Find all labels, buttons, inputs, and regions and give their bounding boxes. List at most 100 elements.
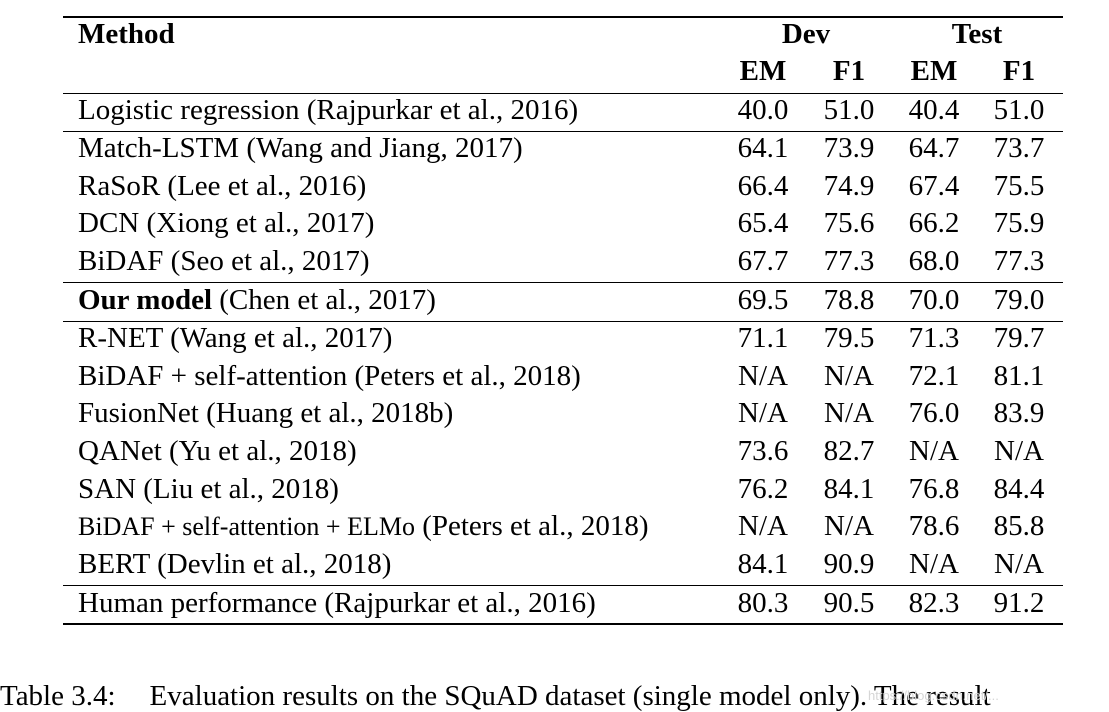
row-2-dev-f1: 74.9 <box>823 170 875 202</box>
row-2-method-text: RaSoR (Lee et al., 2016) <box>78 170 367 202</box>
row-7-method-text: BiDAF + self-attention (Peters et al., 2… <box>78 360 581 392</box>
row-6-method: R-NET (Wang et al., 2017) <box>78 324 392 353</box>
row-8-method: FusionNet (Huang et al., 2018b) <box>78 399 453 428</box>
row-6-dev-f1: 79.5 <box>823 322 875 354</box>
row-4-dev-f1: 77.3 <box>823 245 875 277</box>
row-7-test-em: 72.1 <box>908 360 960 392</box>
top-rule <box>63 16 1063 18</box>
row-12-test-em: N/A <box>909 548 959 580</box>
row-5-dev-em: 69.5 <box>737 284 789 316</box>
row-9-dev-f1: 82.7 <box>823 435 875 467</box>
row-11-method-text: (Peters et al., 2018) <box>414 510 649 542</box>
row-0-dev-em: 40.0 <box>737 94 789 126</box>
row-1-method: Match-LSTM (Wang and Jiang, 2017) <box>78 134 523 163</box>
header-test-f1: F1 <box>1002 55 1036 87</box>
row-5-dev-f1: 78.8 <box>823 284 875 316</box>
row-12-dev-f1: 90.9 <box>823 548 875 580</box>
header-test: Test <box>951 18 1003 50</box>
header-dev-em: EM <box>739 55 787 87</box>
row-8-test-em: 76.0 <box>908 397 960 429</box>
caption-text: Evaluation results on the SQuAD dataset … <box>149 680 991 712</box>
row-2-test-em: 67.4 <box>908 170 960 202</box>
row-11-test-em: 78.6 <box>908 510 960 542</box>
row-12-test-f1: N/A <box>994 548 1044 580</box>
row-1-dev-em: 64.1 <box>737 132 789 164</box>
row-11-dev-f1: N/A <box>824 510 874 542</box>
row-9-dev-em: 73.6 <box>737 435 789 467</box>
row-7-test-f1: 81.1 <box>993 360 1045 392</box>
row-4-test-f1: 77.3 <box>993 245 1045 277</box>
row-10-test-em: 76.8 <box>908 473 960 505</box>
row-0-test-f1: 51.0 <box>993 94 1045 126</box>
row-8-test-f1: 83.9 <box>993 397 1045 429</box>
row-7-dev-f1: N/A <box>824 360 874 392</box>
row-9-method: QANet (Yu et al., 2018) <box>78 437 357 466</box>
group-rule-4 <box>63 585 1063 586</box>
row-3-test-em: 66.2 <box>908 207 960 239</box>
row-5-method-bold: Our model <box>78 284 212 316</box>
row-13-method-text: Human performance (Rajpurkar et al., 201… <box>78 587 596 619</box>
row-12-dev-em: 84.1 <box>737 548 789 580</box>
header-dev-f1: F1 <box>832 55 866 87</box>
row-2-test-f1: 75.5 <box>993 170 1045 202</box>
row-3-dev-f1: 75.6 <box>823 207 875 239</box>
group-rule-2 <box>63 282 1063 283</box>
row-13-method: Human performance (Rajpurkar et al., 201… <box>78 589 596 618</box>
row-5-method: Our model (Chen et al., 2017) <box>78 286 436 315</box>
row-8-method-text: FusionNet (Huang et al., 2018b) <box>78 397 454 429</box>
row-3-method-text: DCN (Xiong et al., 2017) <box>78 207 375 239</box>
row-1-test-f1: 73.7 <box>993 132 1045 164</box>
row-11-dev-em: N/A <box>738 510 788 542</box>
row-2-dev-em: 66.4 <box>737 170 789 202</box>
row-4-test-em: 68.0 <box>908 245 960 277</box>
row-10-method: SAN (Liu et al., 2018) <box>78 475 339 504</box>
row-10-dev-em: 76.2 <box>737 473 789 505</box>
row-1-test-em: 64.7 <box>908 132 960 164</box>
row-13-test-f1: 91.2 <box>993 587 1045 619</box>
row-0-test-em: 40.4 <box>908 94 960 126</box>
header-rule <box>63 93 1063 94</box>
group-rule-3 <box>63 321 1063 322</box>
row-8-dev-f1: N/A <box>824 397 874 429</box>
row-4-dev-em: 67.7 <box>737 245 789 277</box>
header-test-em: EM <box>910 55 958 87</box>
row-12-method-text: BERT (Devlin et al., 2018) <box>78 548 392 580</box>
header-method: Method <box>78 18 175 50</box>
row-7-dev-em: N/A <box>738 360 788 392</box>
row-9-test-f1: N/A <box>994 435 1044 467</box>
row-0-method-text: Logistic regression (Rajpurkar et al., 2… <box>78 94 579 126</box>
row-3-test-f1: 75.9 <box>993 207 1045 239</box>
row-11-method: BiDAF + self-attention + ELMo (Peters et… <box>78 512 649 541</box>
row-4-method-text: BiDAF (Seo et al., 2017) <box>78 245 370 277</box>
row-2-method: RaSoR (Lee et al., 2016) <box>78 172 366 201</box>
table-caption: Table 3.4: Evaluation results on the SQuA… <box>0 682 991 711</box>
row-6-test-f1: 79.7 <box>993 322 1045 354</box>
row-11-test-f1: 85.8 <box>993 510 1045 542</box>
watermark: https://blog.csdn.net/... <box>868 688 999 703</box>
row-11-method-small: BiDAF + self-attention + ELMo <box>78 512 415 541</box>
row-5-method-text: (Chen et al., 2017) <box>212 284 436 316</box>
header-dev: Dev <box>781 18 831 50</box>
row-13-dev-em: 80.3 <box>737 587 789 619</box>
row-1-method-text: Match-LSTM (Wang and Jiang, 2017) <box>78 132 523 164</box>
row-3-method: DCN (Xiong et al., 2017) <box>78 209 374 238</box>
row-13-dev-f1: 90.5 <box>823 587 875 619</box>
row-7-method: BiDAF + self-attention (Peters et al., 2… <box>78 362 581 391</box>
row-6-dev-em: 71.1 <box>737 322 789 354</box>
group-rule-1 <box>63 131 1063 132</box>
row-5-test-em: 70.0 <box>908 284 960 316</box>
row-0-dev-f1: 51.0 <box>823 94 875 126</box>
row-6-method-text: R-NET (Wang et al., 2017) <box>78 322 393 354</box>
row-5-test-f1: 79.0 <box>993 284 1045 316</box>
row-13-test-em: 82.3 <box>908 587 960 619</box>
row-10-dev-f1: 84.1 <box>823 473 875 505</box>
row-9-method-text: QANet (Yu et al., 2018) <box>78 435 357 467</box>
row-12-method: BERT (Devlin et al., 2018) <box>78 550 391 579</box>
row-9-test-em: N/A <box>909 435 959 467</box>
row-10-test-f1: 84.4 <box>993 473 1045 505</box>
row-3-dev-em: 65.4 <box>737 207 789 239</box>
bottom-rule <box>63 623 1063 625</box>
row-0-method: Logistic regression (Rajpurkar et al., 2… <box>78 96 578 125</box>
row-8-dev-em: N/A <box>738 397 788 429</box>
caption-label: Table 3.4: <box>0 680 116 712</box>
